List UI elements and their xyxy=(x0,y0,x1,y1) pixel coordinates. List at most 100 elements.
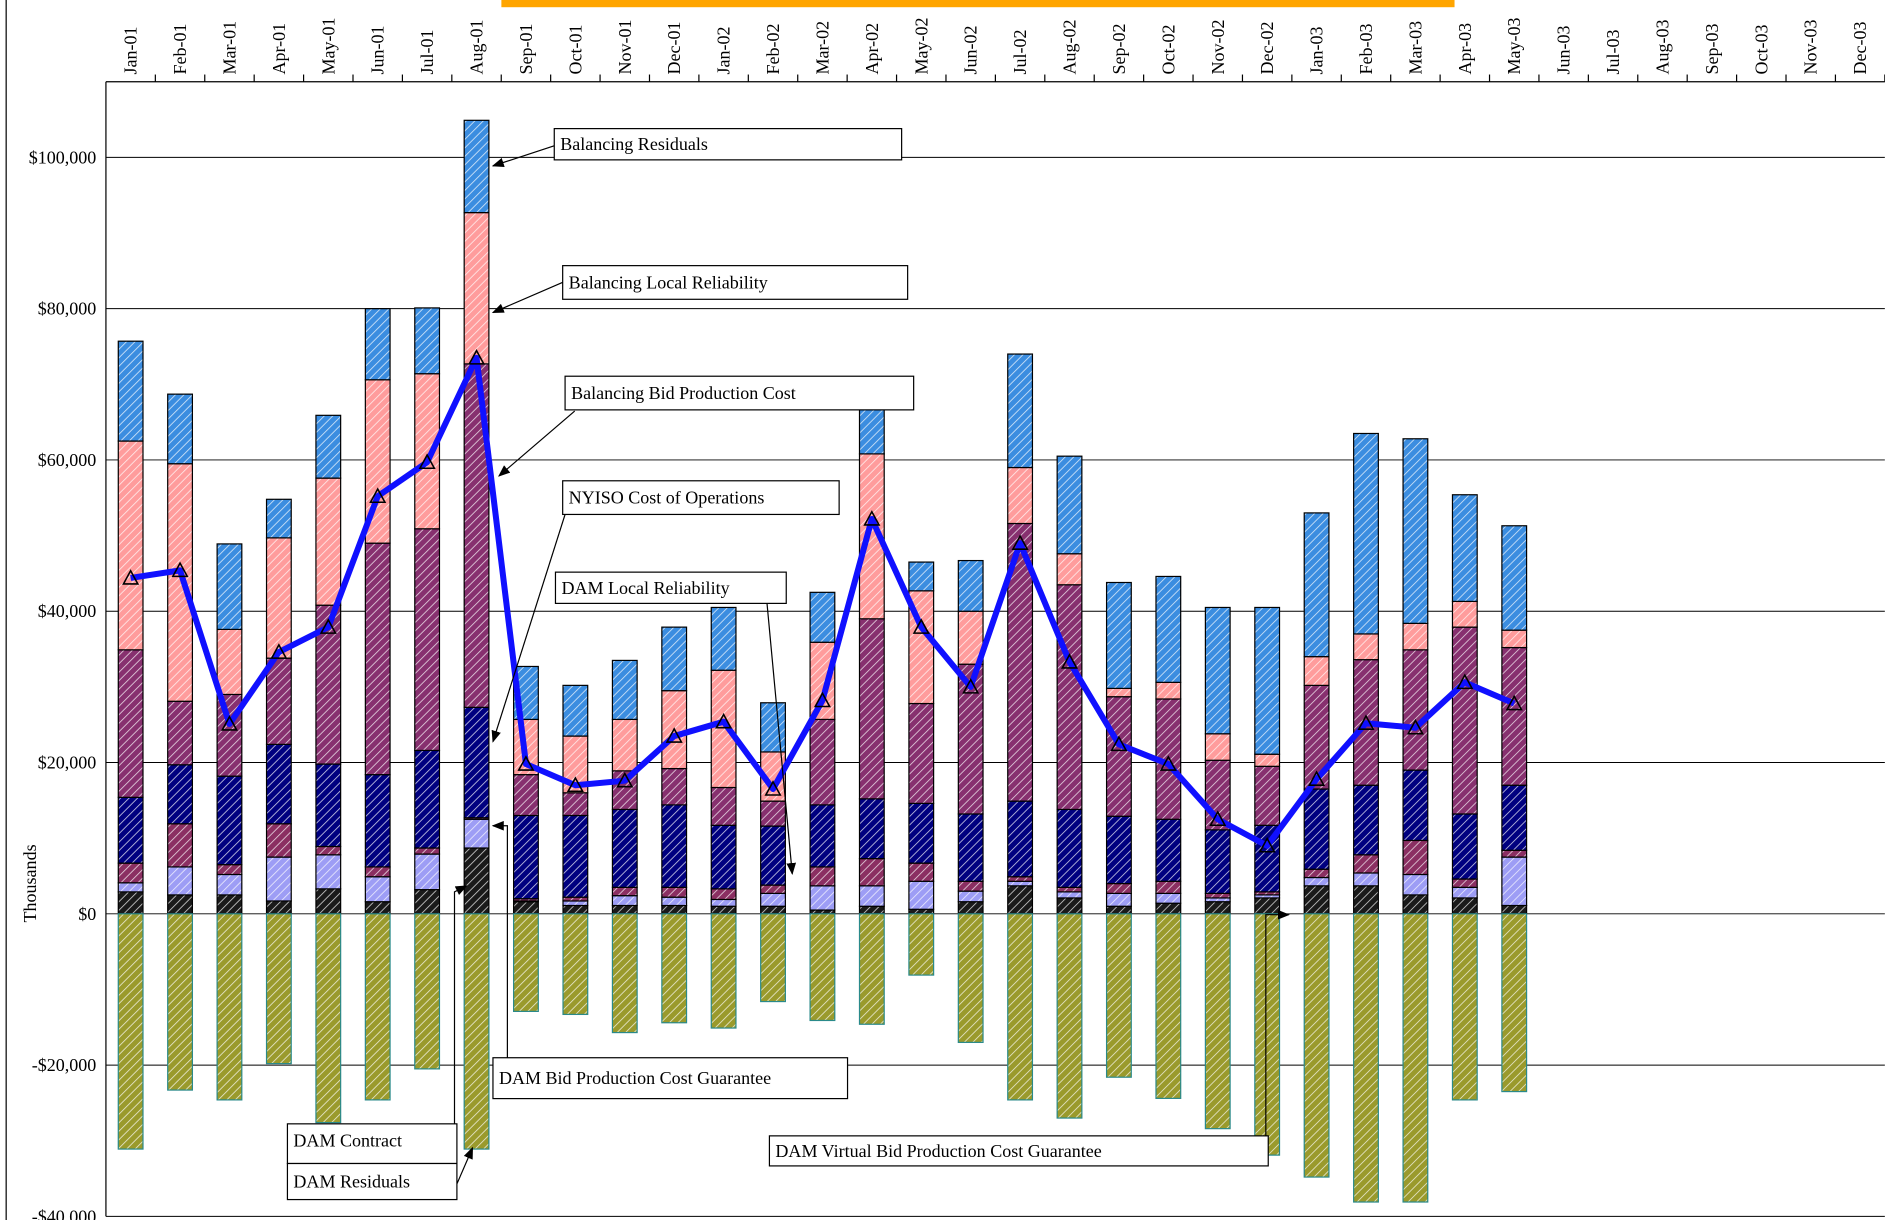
bar-segment xyxy=(167,700,194,766)
line-marker xyxy=(1357,714,1375,730)
bar-segment xyxy=(661,886,688,898)
bar-segment xyxy=(1501,849,1528,858)
bar-segment xyxy=(1501,784,1528,851)
x-tick-label: May-02 xyxy=(911,17,931,74)
bar-segment xyxy=(1303,868,1330,879)
x-tick-label: Dec-02 xyxy=(1257,21,1277,74)
line-marker xyxy=(715,712,733,729)
bar-segment xyxy=(1303,876,1330,887)
bar-segment xyxy=(1007,913,1034,1101)
bar-segment xyxy=(1155,681,1182,700)
bar-segment xyxy=(414,307,441,375)
x-tick-label: Mar-01 xyxy=(219,21,239,75)
bar-segment xyxy=(957,880,984,892)
bar-segment xyxy=(1451,913,1478,1101)
x-tick-label: May-01 xyxy=(318,17,338,74)
bar-segment xyxy=(265,657,292,745)
bar-segment xyxy=(1303,512,1330,658)
line-marker xyxy=(665,727,683,743)
bar-segment xyxy=(661,767,688,806)
x-tick-label: Jun-03 xyxy=(1554,25,1574,74)
bar-segment xyxy=(1155,880,1182,894)
callout-box xyxy=(286,1162,458,1201)
bar-segment xyxy=(414,889,441,915)
bar-segment xyxy=(1353,854,1379,874)
bar-segment xyxy=(265,498,292,539)
bar-segment xyxy=(1402,894,1429,915)
line-marker xyxy=(1456,673,1474,690)
bar-segment xyxy=(809,641,836,721)
bar-segment xyxy=(611,659,638,721)
bar-segment xyxy=(1353,432,1379,635)
bar-segment xyxy=(364,542,391,776)
x-tick-label: Jan-01 xyxy=(121,26,141,74)
bar-segment xyxy=(1254,897,1281,915)
bar-segment xyxy=(1007,880,1034,887)
callout-label: Balancing Bid Production Cost xyxy=(571,383,796,403)
bar-segment xyxy=(512,913,539,1012)
bar-segment xyxy=(809,591,836,643)
callout-arrow xyxy=(766,603,797,876)
line-marker xyxy=(764,780,782,796)
bar-segment xyxy=(1501,913,1528,1093)
bar-segment xyxy=(710,898,737,907)
bar-segment xyxy=(1254,753,1281,767)
y-axis-label: Thousands xyxy=(20,844,40,922)
bar-segment xyxy=(760,702,786,753)
bar-segment xyxy=(216,543,243,630)
bar-segment xyxy=(463,211,490,365)
callout-label: DAM Residuals xyxy=(293,1172,410,1192)
callout-box xyxy=(562,265,909,300)
bar-segment xyxy=(908,561,935,592)
bar-segment xyxy=(364,913,391,1101)
bar-segment xyxy=(364,901,391,915)
bar-segment xyxy=(1155,818,1182,882)
bar-segment xyxy=(908,913,935,976)
x-tick-label: Apr-03 xyxy=(1455,23,1475,75)
bar-segment xyxy=(1204,733,1231,761)
bar-segment xyxy=(760,825,786,886)
bar-segment xyxy=(562,913,589,1016)
bar-segment xyxy=(167,393,194,465)
x-tick-label: Nov-02 xyxy=(1208,19,1228,74)
bar-segment xyxy=(809,885,836,911)
bar-segment xyxy=(265,537,292,659)
x-tick-label: May-03 xyxy=(1504,17,1524,74)
x-tick-label: Jan-03 xyxy=(1307,26,1327,74)
callout-arrow xyxy=(453,885,468,1124)
bar-segment xyxy=(414,913,441,1070)
bar-segment xyxy=(167,894,194,915)
line-marker xyxy=(220,715,238,731)
x-tick-label: Mar-02 xyxy=(812,21,832,75)
bar-segment xyxy=(315,477,342,606)
bar-segment xyxy=(315,763,342,848)
bar-segment xyxy=(1501,904,1528,915)
bar-segment xyxy=(265,823,292,858)
bar-segment xyxy=(611,904,638,915)
bar-segment xyxy=(315,854,342,890)
bar-segment xyxy=(1402,438,1429,624)
bar-segment xyxy=(661,804,688,888)
bar-segment xyxy=(1353,784,1379,856)
bar-segment xyxy=(167,463,194,702)
bar-segment xyxy=(463,818,490,849)
callout-arrow xyxy=(491,280,566,314)
bar-segment xyxy=(1501,629,1528,649)
line-marker xyxy=(369,487,387,504)
bar-segment xyxy=(1056,455,1083,555)
callout-box xyxy=(286,1123,458,1165)
bar-segment xyxy=(858,618,885,800)
bar-segment xyxy=(710,786,737,826)
bar-segment xyxy=(809,804,836,868)
bar-segment xyxy=(1056,913,1083,1119)
bar-segment xyxy=(1353,913,1379,1203)
x-tick-label: Feb-01 xyxy=(170,23,190,74)
bar-segment xyxy=(364,308,391,381)
bar-segment xyxy=(265,856,292,902)
bar-segment xyxy=(414,853,441,891)
y-tick-label: -$20,000 xyxy=(32,1055,97,1075)
bar-segment xyxy=(117,440,144,651)
bar-segment xyxy=(1204,606,1231,735)
bar-segment xyxy=(315,913,342,1124)
bar-segment xyxy=(216,775,243,866)
